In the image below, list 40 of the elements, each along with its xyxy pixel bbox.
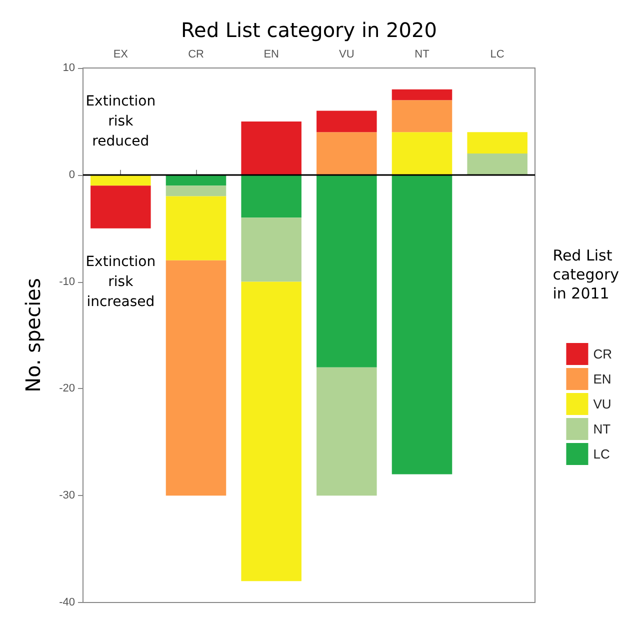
- bar: [392, 100, 452, 132]
- x-tick-label: LC: [490, 48, 504, 60]
- y-tick-label: -10: [59, 276, 75, 288]
- bar: [392, 174, 452, 474]
- y-tick-label: -20: [59, 382, 75, 395]
- bar: [166, 260, 226, 496]
- legend-title: Red List category in 2011: [552, 246, 620, 302]
- bar: [392, 132, 452, 175]
- bar: [241, 121, 302, 175]
- y-tick-label: -40: [59, 596, 75, 608]
- legend-label: NT: [593, 422, 611, 436]
- bar: [241, 282, 302, 582]
- bar: [166, 186, 226, 196]
- bar: [316, 110, 377, 132]
- legend-label: VU: [593, 396, 612, 412]
- x-tick-label: EN: [264, 48, 280, 60]
- bar: [392, 89, 452, 100]
- y-axis-title: No. species: [21, 278, 45, 392]
- bar: [316, 174, 377, 368]
- bar: [241, 174, 302, 218]
- bar: [316, 132, 377, 175]
- legend-label: LC: [593, 446, 610, 462]
- bar: [166, 196, 226, 260]
- bar: [467, 132, 528, 154]
- x-tick-label: EX: [113, 48, 129, 60]
- annotation: Extinction risk reduced: [86, 93, 156, 150]
- legend-label: EN: [593, 372, 612, 386]
- bar: [241, 218, 302, 282]
- bar: [316, 367, 377, 496]
- bar: [90, 186, 151, 228]
- y-tick-label: -30: [59, 490, 75, 502]
- y-tick-label: 10: [62, 62, 75, 74]
- bar: [467, 154, 528, 175]
- x-tick-label: CR: [188, 48, 204, 60]
- annotation: Extinction risk increased: [86, 254, 156, 310]
- x-axis-title: Red List category in 2020: [181, 18, 437, 42]
- legend-label: CR: [593, 346, 612, 362]
- x-tick-label: VU: [339, 48, 354, 60]
- x-tick-label: NT: [414, 48, 430, 60]
- y-tick-label: 0: [68, 168, 75, 181]
